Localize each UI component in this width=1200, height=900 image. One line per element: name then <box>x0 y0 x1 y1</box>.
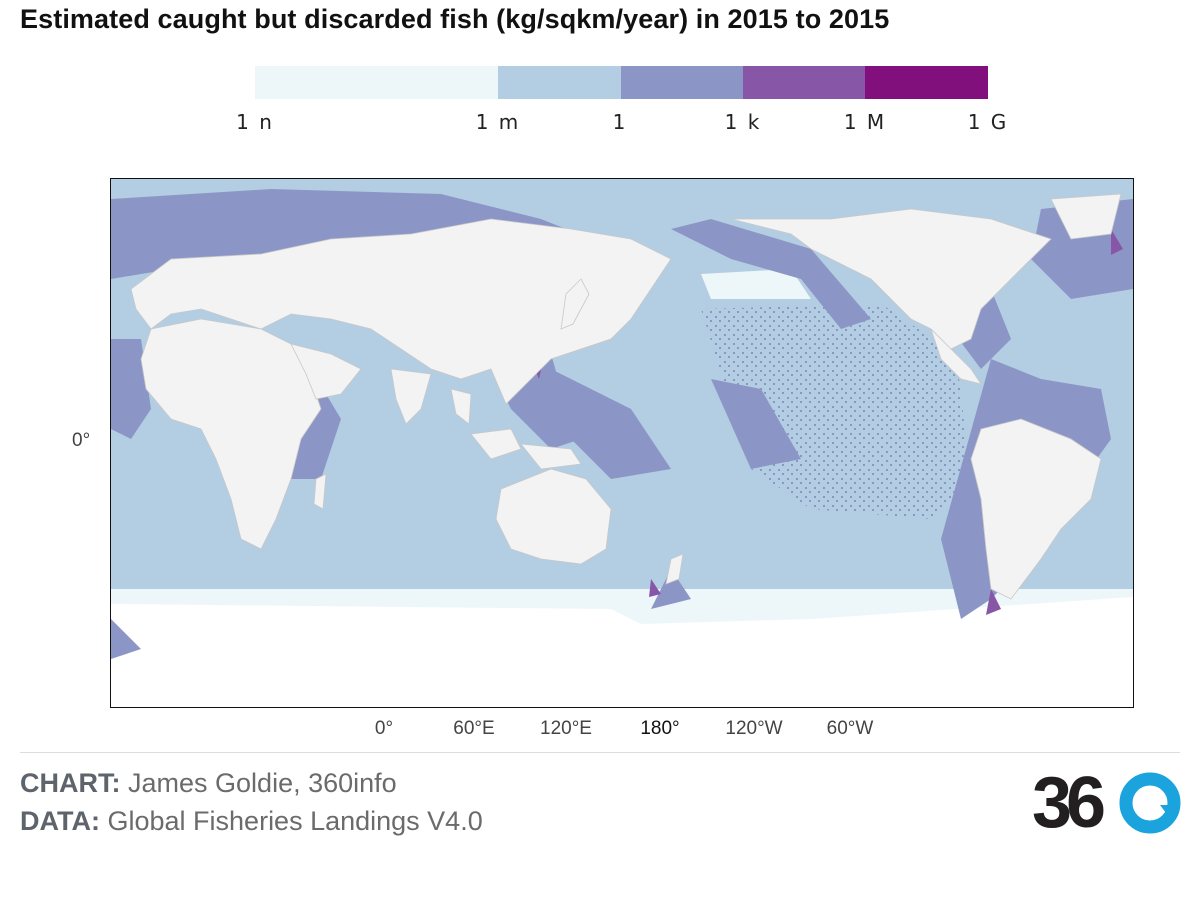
chart-credit-value: James Goldie, 360info <box>128 768 397 798</box>
lon-label-60e: 60°E <box>453 718 495 739</box>
legend-bin-1 <box>498 66 621 99</box>
legend-tick-label: 1 M <box>843 110 887 134</box>
logo-360-icon: 36 <box>1032 763 1181 843</box>
data-credit-value: Global Fisheries Landings V4.0 <box>107 806 483 836</box>
legend-tick-label: 1 G <box>967 110 1009 134</box>
legend-tick-label: 1 m <box>475 110 521 134</box>
world-map <box>111 179 1133 707</box>
logo-360[interactable]: 36 <box>1032 763 1182 843</box>
lon-label-0: 0° <box>374 718 394 739</box>
legend-bin-2 <box>621 66 743 99</box>
legend-bar <box>255 66 988 99</box>
chart-credit: CHART: James Goldie, 360info <box>20 768 397 799</box>
land <box>130 193 1122 600</box>
lon-label-60w: 60°W <box>826 718 874 739</box>
lat-label-equator: 0° <box>72 430 91 451</box>
map-panel[interactable] <box>110 178 1134 708</box>
arctic-light-patch <box>701 269 811 299</box>
legend-tick-label: 1 <box>612 110 628 134</box>
lon-label-120w: 120°W <box>725 718 783 739</box>
chart-credit-label: CHART: <box>20 768 121 798</box>
antarctica <box>111 597 1133 707</box>
footer-divider <box>20 752 1180 753</box>
legend-tick-label: 1 k <box>724 110 762 134</box>
data-credit: DATA: Global Fisheries Landings V4.0 <box>20 806 483 837</box>
svg-text:36: 36 <box>1032 765 1104 837</box>
color-legend <box>255 66 988 99</box>
lon-label-180: 180° <box>640 718 680 739</box>
chart-title: Estimated caught but discarded fish (kg/… <box>20 4 890 34</box>
legend-tick-label: 1 n <box>236 110 274 134</box>
data-credit-label: DATA: <box>20 806 100 836</box>
lon-label-120e: 120°E <box>540 718 592 739</box>
legend-bin-4 <box>865 66 988 99</box>
legend-bin-3 <box>743 66 865 99</box>
legend-bin-0 <box>255 66 498 99</box>
